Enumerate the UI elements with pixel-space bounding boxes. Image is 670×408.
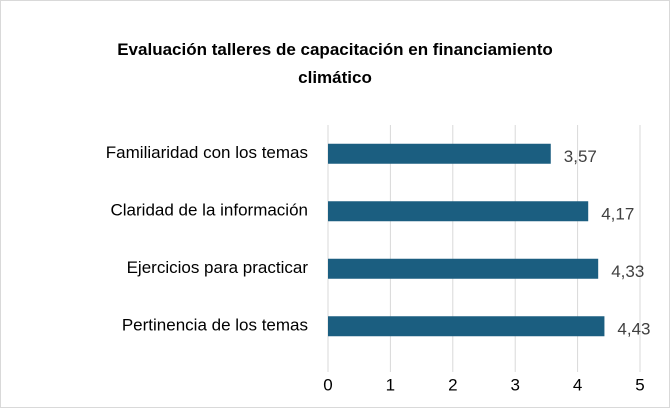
value-label: 3,57 <box>564 147 597 166</box>
chart-title: Evaluación talleres de capacitación en f… <box>117 40 553 87</box>
x-tick-label: 3 <box>510 375 519 394</box>
bar <box>328 316 605 337</box>
value-label: 4,17 <box>601 205 634 224</box>
bar <box>328 201 589 222</box>
x-tick-label: 1 <box>386 375 395 394</box>
y-tick-label: Ejercicios para practicar <box>127 258 309 277</box>
value-label: 4,33 <box>611 262 644 281</box>
value-label: 4,43 <box>617 320 650 339</box>
bar <box>328 258 599 279</box>
x-tick-label: 0 <box>323 375 332 394</box>
y-tick-label: Pertinencia de los temas <box>122 316 308 335</box>
bar <box>328 143 551 164</box>
y-tick-label: Familiaridad con los temas <box>106 143 308 162</box>
x-tick-label: 5 <box>635 375 644 394</box>
x-tick-label: 4 <box>573 375 582 394</box>
x-tick-label: 2 <box>448 375 457 394</box>
y-tick-label: Claridad de la información <box>111 201 309 220</box>
